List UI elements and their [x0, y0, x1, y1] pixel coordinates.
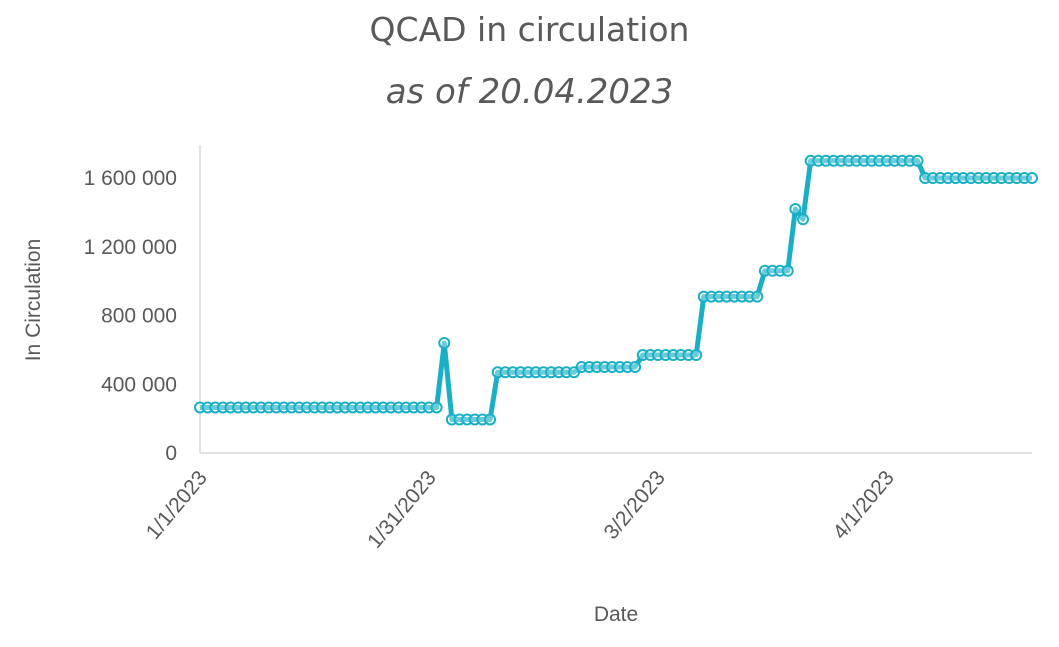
data-point: [797, 213, 810, 226]
y-tick-label: 400 000: [101, 373, 177, 396]
data-point: [781, 264, 794, 277]
series-circulation: [194, 154, 1038, 426]
y-ticks: 0 400 000 800 000 1 200 000 1 600 000: [84, 167, 177, 465]
series-line: [200, 158, 1032, 422]
x-tick-label: 1/1/2023: [142, 466, 212, 543]
x-axis-label: Date: [594, 603, 638, 626]
data-point: [751, 290, 764, 303]
chart-title: QCAD in circulation: [369, 10, 690, 49]
data-point: [430, 401, 443, 414]
y-tick-label: 0: [165, 442, 177, 465]
data-point: [911, 154, 924, 167]
x-tick-label: 4/1/2023: [829, 466, 899, 543]
data-point: [484, 413, 497, 426]
data-point: [629, 361, 642, 374]
data-point: [690, 349, 703, 362]
data-point: [438, 337, 451, 349]
data-point: [1026, 172, 1038, 184]
data-point: [789, 202, 802, 215]
y-tick-label: 800 000: [101, 305, 177, 328]
y-tick-label: 1 200 000: [84, 236, 177, 259]
y-axis-label: In Circulation: [22, 239, 45, 362]
x-ticks: 1/1/2023 1/31/2023 3/2/2023 4/1/2023: [142, 466, 899, 552]
x-tick-label: 1/31/2023: [363, 466, 441, 552]
x-tick-label: 3/2/2023: [600, 466, 670, 543]
chart-subtitle: as of 20.04.2023: [385, 72, 674, 112]
y-tick-label: 1 600 000: [84, 167, 177, 190]
